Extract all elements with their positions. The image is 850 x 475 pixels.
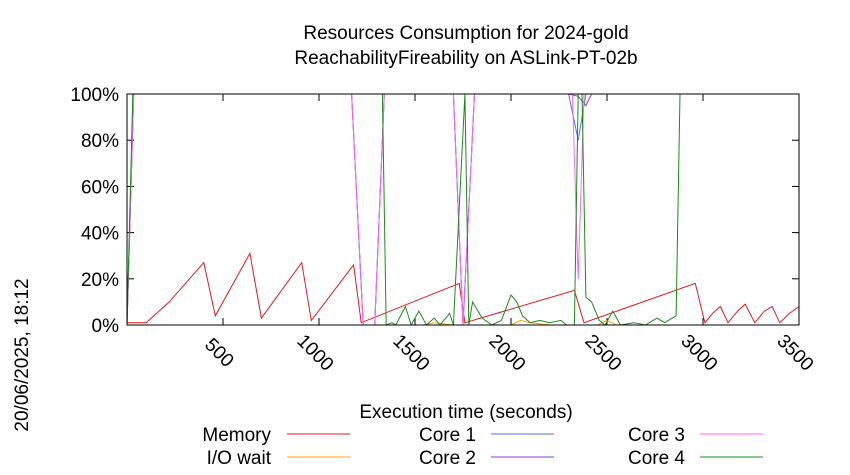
plot-frame [126,93,800,326]
chart-subtitle: ReachabilityFireability on ASLink-PT-02b [294,48,637,69]
x-tick-label: 1000 [293,331,338,376]
legend-label-core-4: Core 4 [628,448,685,469]
timestamp-label: 20/06/2025, 18:12 [12,278,33,431]
y-tick-label: 40% [81,224,119,245]
y-tick-label: 80% [81,131,119,152]
x-axis-label: Execution time (seconds) [359,402,572,423]
x-tick-label: 1500 [389,331,434,376]
legend-label-core-3: Core 3 [628,425,685,446]
y-tick-label: 100% [70,85,119,106]
y-tick-label: 0% [92,316,120,337]
x-axis-ticks: 500 1000 1500 2000 2500 3000 3500 [200,94,817,375]
x-tick-label: 3000 [677,331,722,376]
data-series [126,93,800,327]
x-tick-label: 500 [200,334,237,371]
chart-title: Resources Consumption for 2024-gold [303,23,628,44]
legend-label-memory: Memory [202,425,271,446]
y-tick-label: 60% [81,177,119,198]
series-line-core-4 [126,93,799,327]
legend-label-i-o-wait: I/O wait [207,448,272,469]
y-axis-ticks: 0% 20% 40% 60% 80% 100% [70,85,799,337]
legend-label-core-1: Core 1 [419,425,476,446]
x-tick-label: 3500 [773,331,818,376]
series-line-memory [127,251,800,324]
x-tick-label: 2500 [581,331,626,376]
legend-label-core-2: Core 2 [419,448,476,469]
x-tick-label: 2000 [485,331,530,376]
y-tick-label: 20% [81,270,119,291]
